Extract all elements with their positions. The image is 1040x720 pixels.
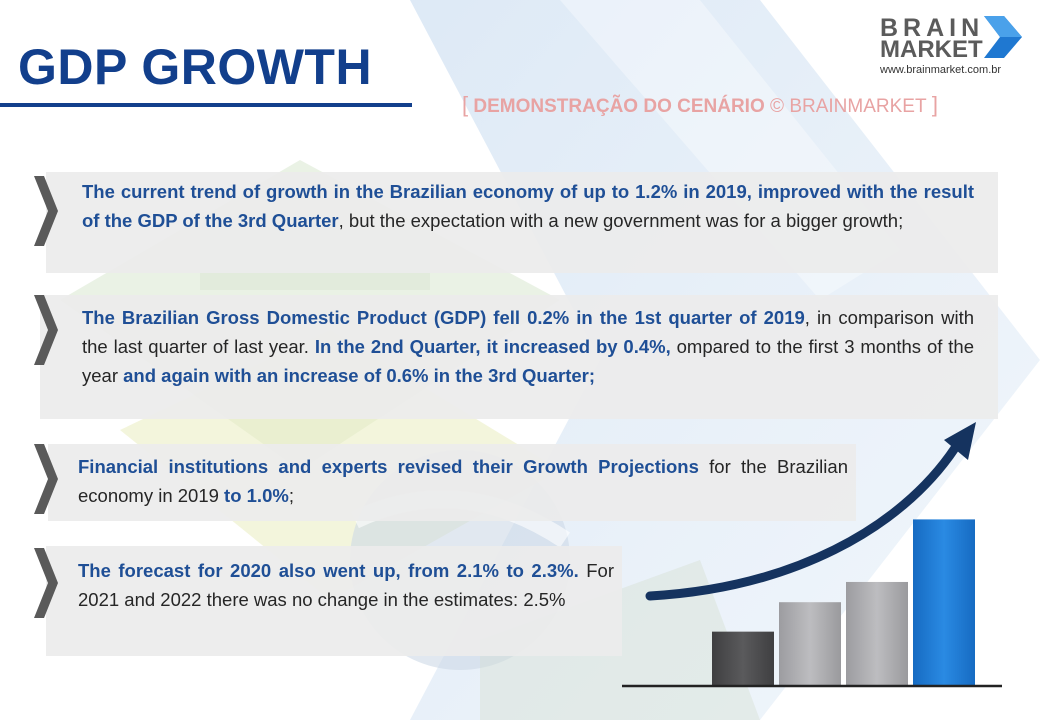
logo-url: www.brainmarket.com.br <box>880 64 1002 76</box>
growth-arrow-head <box>944 422 976 460</box>
watermark-text: DEMONSTRAÇÃO DO CENÁRIO <box>473 96 765 117</box>
bullet-text: The Brazilian Gross Domestic Product (GD… <box>82 303 974 390</box>
chevron-right-icon <box>34 548 58 618</box>
bullet-highlight: Financial institutions and experts revis… <box>78 456 699 477</box>
bullet-card <box>46 546 622 656</box>
bullet-highlight: In the 2nd Quarter, it increased by 0.4%… <box>314 336 671 357</box>
growth-arrow-bars-icon <box>622 422 1002 688</box>
bullet-highlight: to 1.0% <box>224 485 289 506</box>
logo-word-brain: BRAIN <box>880 14 985 42</box>
bullet-plain: ; <box>288 485 294 506</box>
demo-watermark: [ DEMONSTRAÇÃO DO CENÁRIO © BRAINMARKET … <box>462 92 938 118</box>
brainmarket-logo: BRAIN MARKET www.brainmarket.com.br <box>878 12 1028 78</box>
watermark-open-bracket: [ <box>462 92 469 117</box>
bullet-card <box>46 172 998 273</box>
bullet-plain: For 2021 and 2022 there was no change in… <box>78 560 614 610</box>
watermark-copyright: © <box>770 96 785 117</box>
bullet-plain: ompared to the first 3 months of the yea… <box>82 336 974 386</box>
bullet-text: Financial institutions and experts revis… <box>78 452 848 510</box>
chevron-right-icon <box>34 176 58 246</box>
bullet-card <box>40 295 998 419</box>
watermark-close-bracket: ] <box>931 92 938 117</box>
growth-bar <box>913 519 975 685</box>
title-underline <box>0 103 412 107</box>
growth-bar <box>712 631 774 685</box>
bullet-highlight: The current trend of growth in the Brazi… <box>82 181 974 231</box>
bullet-card <box>48 444 856 521</box>
growth-arrow-shaft <box>645 443 960 601</box>
bullet-text: The forecast for 2020 also went up, from… <box>78 556 614 614</box>
bullet-highlight: The Brazilian Gross Domestic Product (GD… <box>82 307 805 328</box>
bullet-highlight: The forecast for 2020 also went up, from… <box>78 560 579 581</box>
bullet-plain: , but the expectation with a new governm… <box>338 210 904 231</box>
logo-word-market: MARKET <box>880 36 983 63</box>
growth-bar <box>779 602 841 685</box>
chevron-right-icon <box>34 295 58 365</box>
watermark-brand: BRAINMARKET <box>789 96 927 117</box>
bullet-plain: for the Brazilian economy in 2019 <box>78 456 848 506</box>
bullet-plain: , in comparison with the last quarter of… <box>82 307 974 357</box>
page-title: GDP GROWTH <box>18 39 373 95</box>
arrow-chevron-icon <box>984 16 1022 58</box>
bullet-highlight: and again with an increase of 0.6% in th… <box>123 365 596 386</box>
bullet-text: The current trend of growth in the Brazi… <box>82 177 974 235</box>
chevron-right-icon <box>34 444 58 514</box>
growth-bar <box>846 581 908 685</box>
